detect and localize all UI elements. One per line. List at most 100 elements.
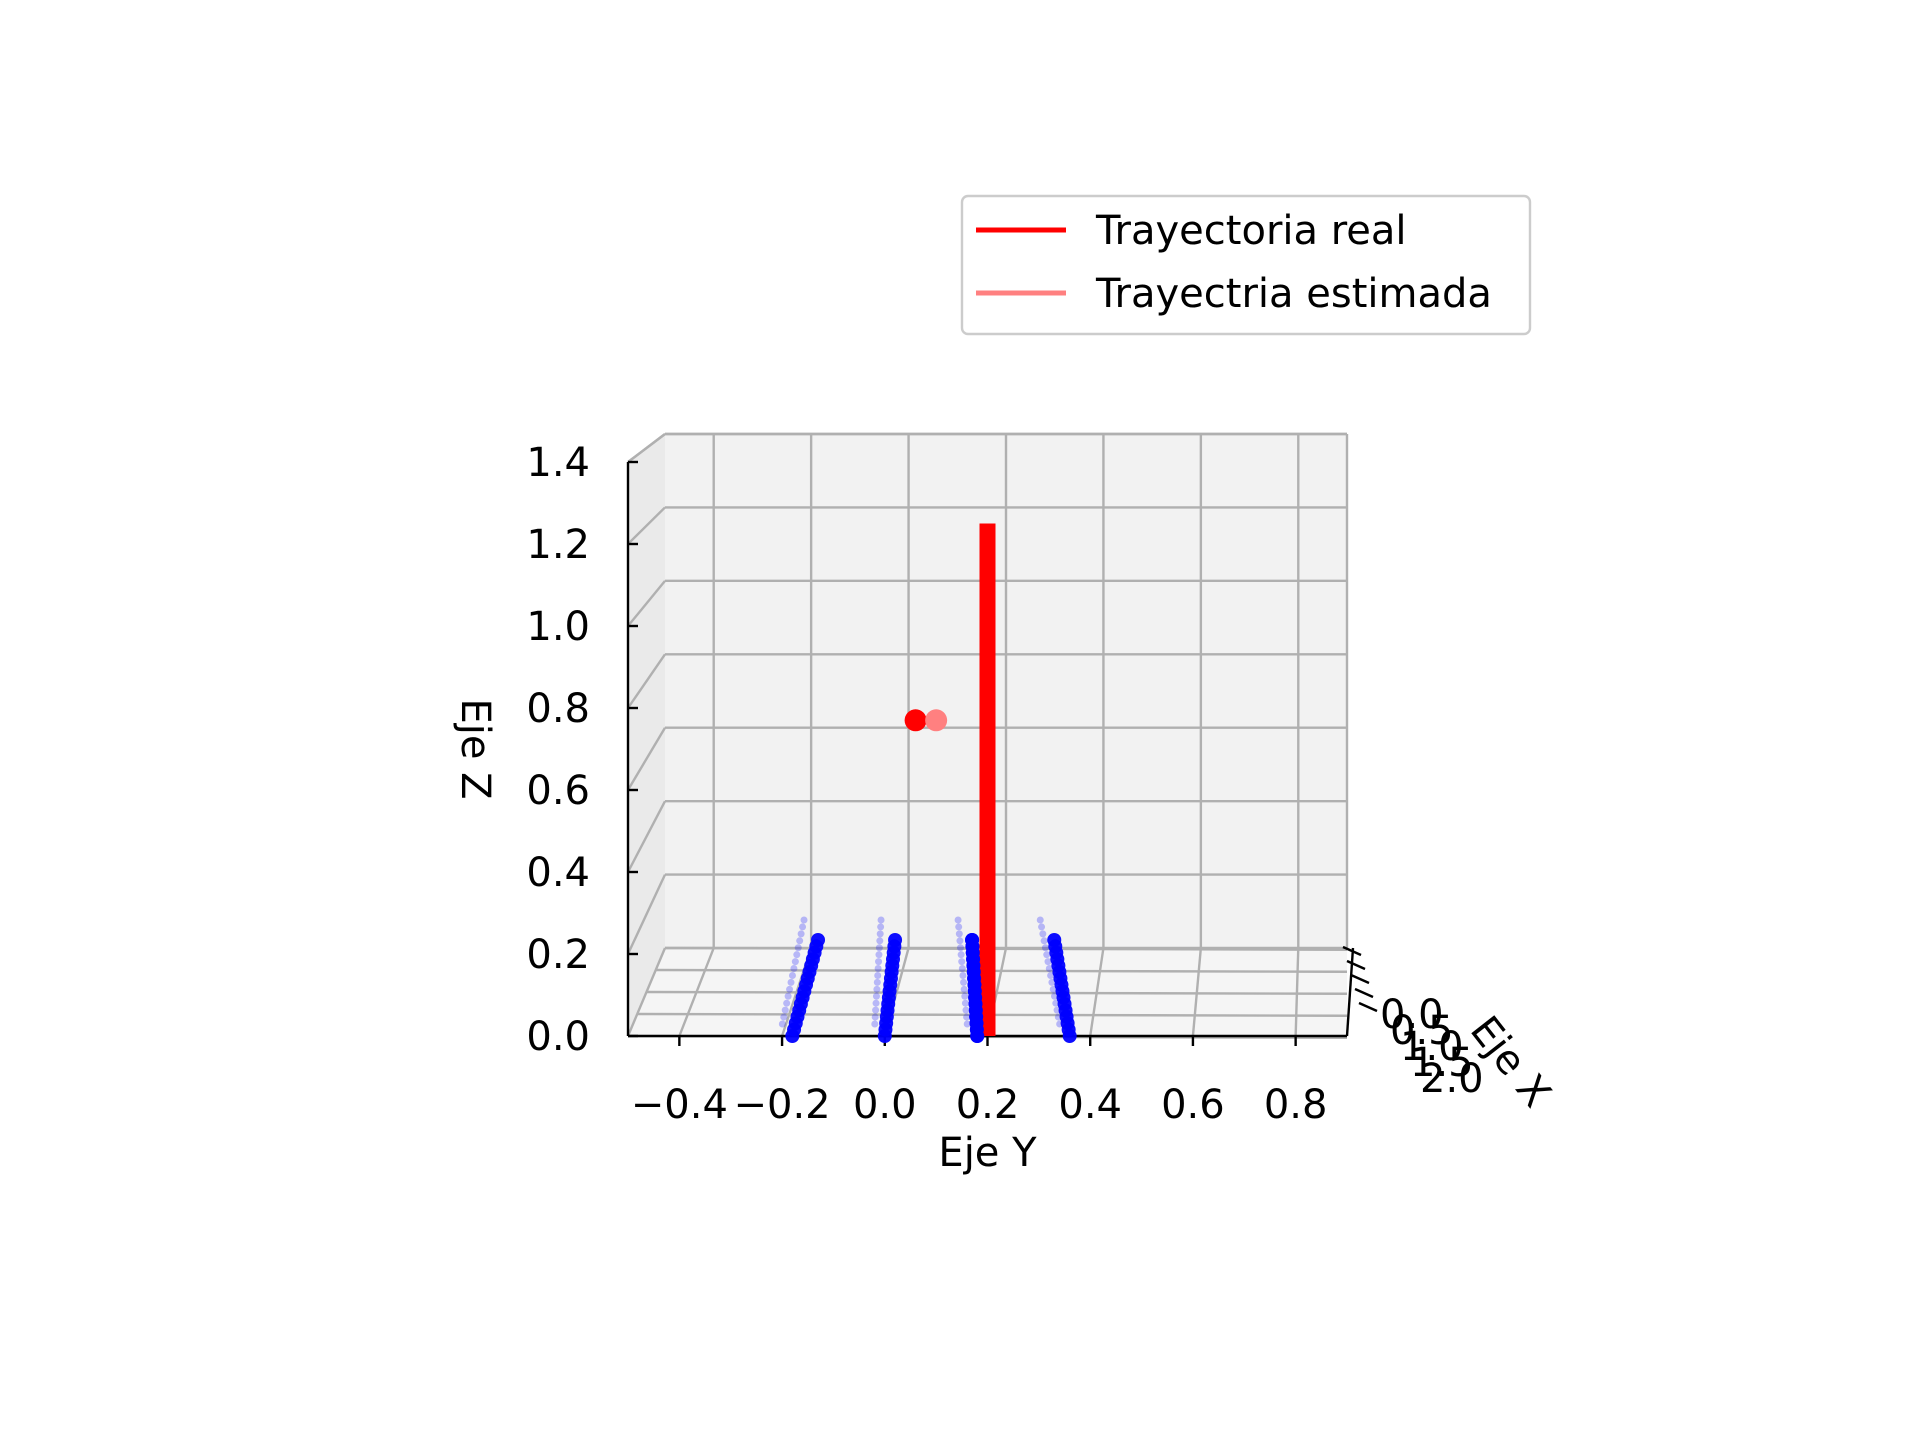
depth-tick-mark	[1358, 1001, 1378, 1013]
blue-faint-point	[1048, 978, 1056, 986]
blue-faint-point	[874, 965, 882, 973]
blue-faint-point	[960, 985, 968, 993]
depth-tick-mark	[1342, 945, 1362, 957]
y-tick-label: 0.6	[526, 768, 590, 814]
blue-faint-point	[1040, 937, 1048, 945]
y-axis-title: Eje Z	[452, 698, 498, 799]
blue-faint-point	[875, 944, 883, 952]
blue-point-front	[965, 933, 980, 947]
depth-tick-label: 1.5	[1410, 1040, 1474, 1086]
blue-faint-point	[956, 937, 964, 945]
legend-frame	[960, 194, 1532, 336]
blue-faint-point	[1038, 923, 1046, 931]
x-axis-title: Eje Y	[938, 1130, 1037, 1176]
blue-faint-point	[1039, 930, 1047, 938]
grid-line	[1294, 947, 1300, 1037]
blue-faint-point	[960, 978, 968, 986]
blue-faint-point	[871, 1013, 879, 1021]
blue-faint-point	[1050, 992, 1058, 1000]
blue-faint-point	[873, 978, 881, 986]
x-tick-label: 0.0	[853, 1082, 917, 1128]
blue-faint-point	[961, 992, 969, 1000]
blue-faint-point	[799, 923, 807, 931]
blue-faint-point	[783, 999, 791, 1007]
y-tick-label: 1.2	[526, 522, 590, 568]
grid-line	[627, 653, 666, 709]
depth-tick-mark	[1346, 959, 1366, 971]
blue-faint-point	[872, 992, 880, 1000]
y-tick-label: 0.8	[526, 686, 590, 732]
blue-faint-point	[800, 916, 808, 924]
blue-faint-point	[1052, 999, 1060, 1007]
y-tick-label: 0.2	[526, 932, 590, 978]
blue-faint-point	[877, 923, 885, 931]
blue-faint-point	[876, 930, 884, 938]
blue-faint-point	[959, 971, 967, 979]
depth-tick-mark	[1350, 973, 1370, 985]
blue-faint-point	[954, 916, 962, 924]
x-tick-label: 0.8	[1264, 1082, 1328, 1128]
blue-faint-point	[1045, 965, 1053, 973]
legend: Trayectoria real Trayectria estimada	[960, 194, 1532, 336]
y-tick-label: 0.0	[526, 1014, 590, 1060]
marker-real	[904, 709, 927, 732]
blue-faint-point	[1053, 1006, 1061, 1014]
position-markers	[904, 709, 948, 732]
blue-faint-point	[784, 992, 792, 1000]
blue-faint-point	[876, 937, 884, 945]
blue-faint-point	[791, 958, 799, 966]
blue-point	[888, 933, 903, 947]
blue-faint-point	[958, 958, 966, 966]
blue-faint-point	[1049, 985, 1057, 993]
grid-line	[627, 580, 666, 627]
blue-faint-point	[957, 944, 965, 952]
blue-faint-point	[1036, 916, 1044, 924]
blue-point	[1047, 933, 1062, 947]
grid-line	[1191, 947, 1203, 1037]
blue-faint-point	[958, 965, 966, 973]
blue-point	[811, 933, 826, 947]
blue-faint-point	[1043, 951, 1051, 959]
trajectory-series	[965, 523, 996, 1043]
x-tick-label: 0.4	[1058, 1082, 1122, 1128]
grid-lines	[626, 432, 1349, 1039]
legend-label: Trayectria estimada	[1095, 271, 1492, 317]
blue-faint-point	[1044, 958, 1052, 966]
x-tick-label: 0.2	[956, 1082, 1020, 1128]
x-tick-label: −0.2	[734, 1082, 831, 1128]
blue-faint-point	[962, 1006, 970, 1014]
blue-faint-point	[794, 944, 802, 952]
blue-faint-point	[963, 1013, 971, 1021]
blue-faint-point	[781, 1006, 789, 1014]
blue-faint-point	[1056, 1020, 1064, 1028]
blue-faint-point	[872, 1006, 880, 1014]
blue-faint-point	[961, 999, 969, 1007]
blue-faint-point	[793, 951, 801, 959]
depth-tick-label: 0.5	[1390, 1008, 1454, 1054]
y-tick-label: 1.0	[526, 604, 590, 650]
depth-tick-label: 1.0	[1400, 1024, 1464, 1070]
blue-faint-point	[872, 999, 880, 1007]
y-tick-label: 1.4	[526, 440, 590, 486]
grid-line	[626, 800, 667, 873]
blue-faint-point	[955, 923, 963, 931]
x-tick-label: −0.4	[631, 1082, 728, 1128]
depth-tick-label: 2.0	[1420, 1056, 1484, 1102]
grid-line	[627, 506, 666, 545]
tick-labels: −0.4 −0.2 0.0 0.2 0.4 0.6 0.8 0.0 0.2 0.4 0.6 0.8 1.…	[526, 440, 1483, 1128]
blue-faint-point	[778, 1020, 786, 1028]
blue-faint-point	[877, 916, 885, 924]
blue-faint-point	[790, 965, 798, 973]
blue-faint-point	[875, 958, 883, 966]
depth-tick-mark	[1354, 987, 1374, 999]
side-pane	[628, 434, 665, 1036]
grid-line	[646, 990, 1348, 995]
blue-faint-point	[873, 985, 881, 993]
pane-edge	[627, 433, 666, 463]
blue-faint-point	[871, 1020, 879, 1028]
blue-faint-point	[963, 1020, 971, 1028]
blue-faint-point	[1041, 944, 1049, 952]
blue-faint-point	[788, 971, 796, 979]
blue-faint-point	[874, 971, 882, 979]
